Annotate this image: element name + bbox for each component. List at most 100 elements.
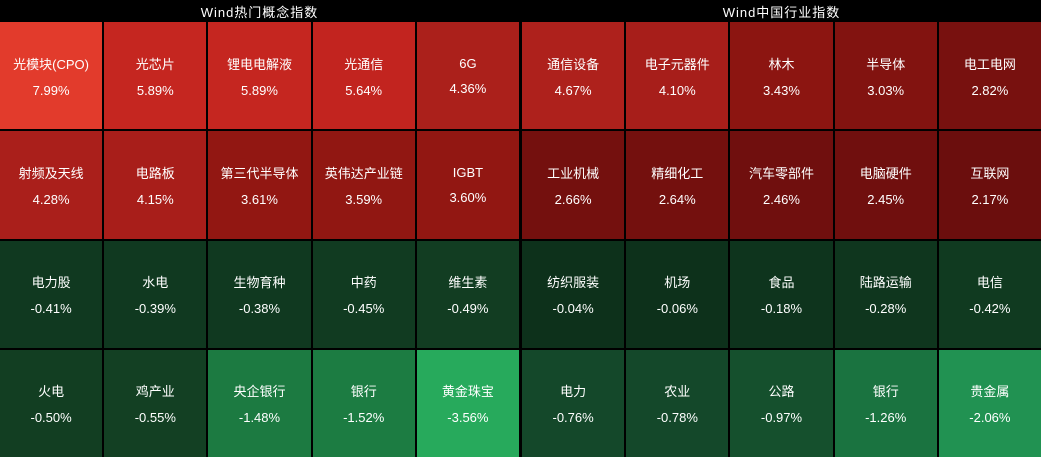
cell-value: 2.45% bbox=[867, 191, 905, 207]
cell-value: 4.28% bbox=[32, 191, 70, 207]
heatmap-cell[interactable]: 纺织服装 -0.04% bbox=[522, 240, 625, 348]
cell-value: 4.67% bbox=[554, 82, 592, 98]
cell-name: 电路板 bbox=[135, 165, 175, 181]
cell-name: 生物育种 bbox=[233, 275, 286, 291]
cell-name: 精细化工 bbox=[651, 165, 704, 181]
heatmap-cell[interactable]: 6G 4.36% bbox=[416, 22, 519, 130]
heatmap-cell[interactable]: 贵金属 -2.06% bbox=[938, 349, 1041, 457]
heatmap-cell[interactable]: 射频及天线 4.28% bbox=[0, 131, 103, 239]
heatmap-cell[interactable]: 光通信 5.64% bbox=[312, 22, 415, 130]
heatmap-cell[interactable]: 半导体 3.03% bbox=[834, 22, 937, 130]
heatmap-cell[interactable]: 食品 -0.18% bbox=[730, 240, 833, 348]
heatmap-cell[interactable]: 火电 -0.50% bbox=[0, 349, 103, 457]
cell-value: -0.39% bbox=[134, 301, 176, 317]
cell-name: 鸡产业 bbox=[135, 384, 175, 400]
cell-value: -1.26% bbox=[865, 410, 907, 426]
heatmap-cell[interactable]: 公路 -0.97% bbox=[730, 349, 833, 457]
heatmap-cell[interactable]: 通信设备 4.67% bbox=[522, 22, 625, 130]
cell-value: 4.15% bbox=[136, 191, 174, 207]
cell-name: 机场 bbox=[664, 275, 691, 291]
heatmap-cell[interactable]: 汽车零部件 2.46% bbox=[730, 131, 833, 239]
heatmap-cell[interactable]: 黄金珠宝 -3.56% bbox=[416, 349, 519, 457]
heatmap-cell[interactable]: 鸡产业 -0.55% bbox=[104, 349, 207, 457]
cell-name: 电信 bbox=[976, 275, 1003, 291]
cell-value: 2.82% bbox=[971, 82, 1009, 98]
heatmap-cell[interactable]: 机场 -0.06% bbox=[626, 240, 729, 348]
cell-value: -0.41% bbox=[30, 301, 72, 317]
cell-name: 6G bbox=[459, 55, 477, 71]
cell-name: 工业机械 bbox=[547, 165, 600, 181]
heatmap-cell[interactable]: 陆路运输 -0.28% bbox=[834, 240, 937, 348]
panel-concept-indices: Wind热门概念指数 光模块(CPO) 7.99% 光芯片 5.89% 锂电电解液 5.8… bbox=[0, 0, 519, 457]
cell-value: -0.76% bbox=[552, 410, 594, 426]
cell-value: 3.59% bbox=[345, 191, 383, 207]
cell-value: -0.78% bbox=[656, 410, 698, 426]
heatmap-cell[interactable]: 农业 -0.78% bbox=[626, 349, 729, 457]
cell-name: 半导体 bbox=[866, 56, 906, 72]
cell-name: 公路 bbox=[768, 384, 795, 400]
heatmap-cell[interactable]: 锂电电解液 5.89% bbox=[208, 22, 311, 130]
heatmap-cell[interactable]: 电子元器件 4.10% bbox=[626, 22, 729, 130]
heatmap-cell[interactable]: 精细化工 2.64% bbox=[626, 131, 729, 239]
heatmap-cell[interactable]: 电脑硬件 2.45% bbox=[834, 131, 937, 239]
cell-value: -0.18% bbox=[760, 301, 803, 317]
heatmap-cell[interactable]: 互联网 2.17% bbox=[938, 131, 1041, 239]
heatmap-cell[interactable]: 英伟达产业链 3.59% bbox=[312, 131, 415, 239]
cell-name: 食品 bbox=[768, 275, 795, 291]
cell-value: 7.99% bbox=[32, 82, 70, 98]
heatmap-cell[interactable]: 中药 -0.45% bbox=[312, 240, 415, 348]
cell-name: 黄金珠宝 bbox=[441, 384, 494, 400]
heatmap-cell[interactable]: 央企银行 -1.48% bbox=[208, 349, 311, 457]
cell-value: 5.64% bbox=[345, 82, 383, 98]
cell-value: 2.17% bbox=[971, 191, 1009, 207]
heatmap-cell[interactable]: 电力 -0.76% bbox=[522, 349, 625, 457]
cell-value: -0.55% bbox=[134, 410, 176, 426]
heatmap-cell[interactable]: 光模块(CPO) 7.99% bbox=[0, 22, 103, 130]
cell-name: 贵金属 bbox=[970, 384, 1010, 400]
heatmap-cell[interactable]: 工业机械 2.66% bbox=[522, 131, 625, 239]
cell-name: 火电 bbox=[38, 384, 65, 400]
heatmap-cell[interactable]: 电工电网 2.82% bbox=[938, 22, 1041, 130]
panel-concept-grid: 光模块(CPO) 7.99% 光芯片 5.89% 锂电电解液 5.89% 光通信 5.64% 6… bbox=[0, 22, 519, 457]
heatmap-cell[interactable]: 银行 -1.52% bbox=[312, 349, 415, 457]
cell-name: 英伟达产业链 bbox=[324, 165, 403, 181]
cell-value: 5.89% bbox=[241, 82, 278, 98]
cell-value: -2.06% bbox=[969, 410, 1011, 426]
cell-value: 2.66% bbox=[554, 191, 592, 207]
cell-value: 3.43% bbox=[763, 82, 800, 98]
cell-name: 电力股 bbox=[31, 275, 71, 291]
heatmap-cell[interactable]: 林木 3.43% bbox=[730, 22, 833, 130]
cell-value: 2.64% bbox=[658, 191, 696, 207]
cell-value: 3.61% bbox=[241, 191, 278, 207]
panel-concept-header: Wind热门概念指数 bbox=[0, 0, 519, 22]
panel-industry-header: Wind中国行业指数 bbox=[522, 0, 1041, 22]
heatmap-cell[interactable]: IGBT 3.60% bbox=[416, 131, 519, 239]
heatmap-cell[interactable]: 水电 -0.39% bbox=[104, 240, 207, 348]
cell-value: -1.48% bbox=[238, 410, 281, 426]
cell-name: 维生素 bbox=[448, 275, 488, 291]
cell-name: 纺织服装 bbox=[547, 275, 600, 291]
cell-value: 4.10% bbox=[658, 82, 696, 98]
heatmap-cell[interactable]: 维生素 -0.49% bbox=[416, 240, 519, 348]
cell-name: 电工电网 bbox=[963, 56, 1016, 72]
panel-industry-grid: 通信设备 4.67% 电子元器件 4.10% 林木 3.43% 半导体 3.03% 电工电网 2.… bbox=[522, 22, 1041, 457]
cell-value: -0.06% bbox=[656, 301, 698, 317]
heatmap-cell[interactable]: 第三代半导体 3.61% bbox=[208, 131, 311, 239]
heatmap-cell[interactable]: 光芯片 5.89% bbox=[104, 22, 207, 130]
cell-name: 农业 bbox=[664, 384, 691, 400]
cell-name: 射频及天线 bbox=[18, 165, 84, 181]
heatmap-cell[interactable]: 银行 -1.26% bbox=[834, 349, 937, 457]
cell-name: IGBT bbox=[452, 164, 484, 180]
heatmap-cell[interactable]: 电力股 -0.41% bbox=[0, 240, 103, 348]
cell-value: -0.50% bbox=[30, 410, 72, 426]
cell-value: -1.52% bbox=[343, 410, 385, 426]
cell-name: 互联网 bbox=[970, 165, 1010, 181]
cell-name: 光芯片 bbox=[135, 56, 175, 72]
cell-value: 3.03% bbox=[867, 82, 905, 98]
heatmap-cell[interactable]: 电信 -0.42% bbox=[938, 240, 1041, 348]
heatmap-cell[interactable]: 电路板 4.15% bbox=[104, 131, 207, 239]
cell-value: -0.45% bbox=[343, 301, 385, 317]
heatmap-cell[interactable]: 生物育种 -0.38% bbox=[208, 240, 311, 348]
cell-name: 央企银行 bbox=[233, 384, 286, 400]
cell-name: 光通信 bbox=[344, 56, 384, 72]
